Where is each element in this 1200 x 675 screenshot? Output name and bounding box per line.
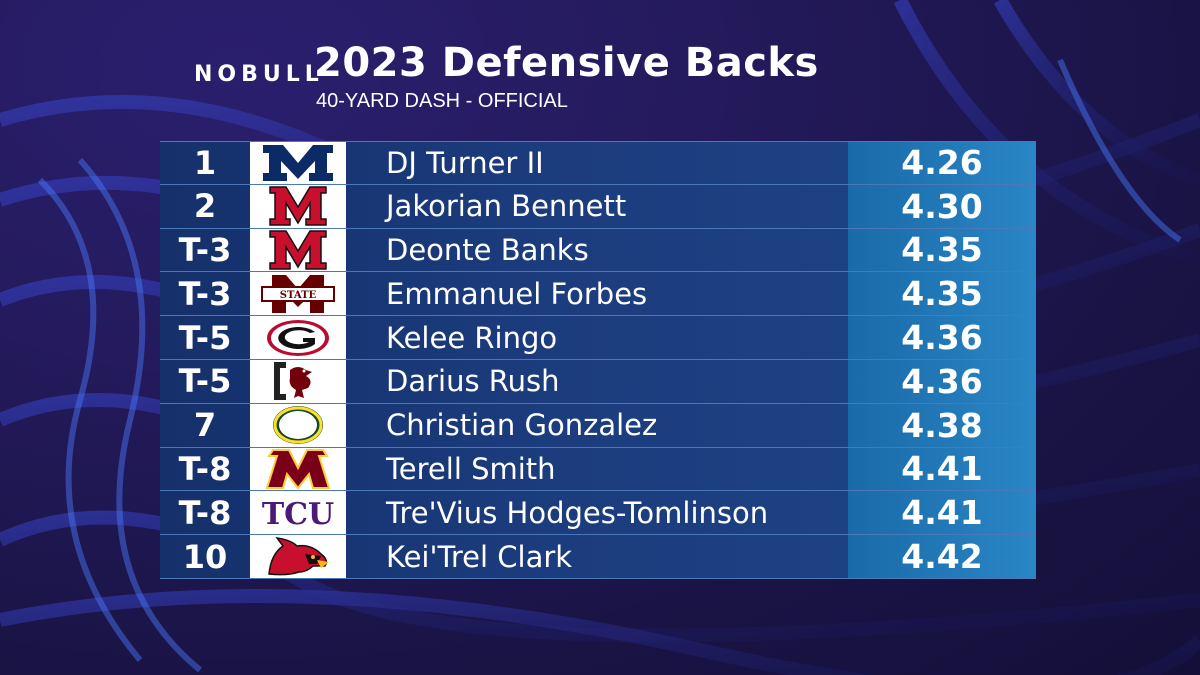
table-row: T-3 Deonte Banks 4.35 [160,228,1036,273]
mississippi-state-logo: STATE [250,272,346,316]
player-name: Kei'Trel Clark [386,539,573,574]
rank-cell: 10 [182,537,228,576]
rank-cell: T-5 [178,362,232,401]
time-cell: 4.38 [848,403,1036,447]
rank-cell: 1 [193,143,217,182]
state-logo-text: STATE [280,290,317,301]
results-table: 1 DJ Turner II 4.26 2 Jakorian Bennett 4… [160,141,1036,579]
rank-cell: T-3 [178,230,232,269]
maryland-logo [250,228,346,272]
tcu-logo: TCU [250,491,346,535]
player-name: DJ Turner II [386,145,544,180]
rank-cell: T-3 [178,274,232,313]
player-name: Kelee Ringo [386,320,558,355]
player-name: Terell Smith [386,451,556,486]
oregon-logo [250,403,346,447]
south-carolina-logo [250,359,346,403]
time-cell: 4.36 [848,359,1036,403]
brand-logo: NOBULL [194,62,324,87]
page-subtitle: 40-YARD DASH - OFFICIAL [316,90,568,112]
time-cell: 4.30 [848,184,1036,228]
rank-cell: T-5 [178,318,232,357]
table-row: T-5 Darius Rush 4.36 [160,359,1036,404]
table-row: 2 Jakorian Bennett 4.30 [160,184,1036,229]
minnesota-logo [250,447,346,491]
time-cell: 4.42 [848,535,1036,578]
table-row: T-8 Terell Smith 4.41 [160,447,1036,492]
player-name: Deonte Banks [386,232,589,267]
time-cell: 4.41 [848,491,1036,535]
player-name: Christian Gonzalez [386,408,658,443]
rank-cell: 7 [193,406,217,445]
table-row: 10 Kei'Trel Clark 4.42 [160,535,1036,579]
table-row: T-3 STATE Emmanuel Forbes 4.35 [160,272,1036,317]
michigan-logo [250,142,346,184]
table-row: T-5 Kelee Ringo 4.36 [160,316,1036,360]
table-row: 1 DJ Turner II 4.26 [160,141,1036,185]
time-cell: 4.41 [848,447,1036,491]
maryland-logo [250,184,346,228]
player-name: Emmanuel Forbes [386,276,648,311]
page-title: 2023 Defensive Backs [314,40,819,86]
rank-cell: 2 [193,187,217,226]
time-cell: 4.35 [848,228,1036,272]
time-cell: 4.35 [848,272,1036,316]
table-row: T-8 TCU Tre'Vius Hodges-Tomlinson 4.41 [160,491,1036,536]
time-cell: 4.36 [848,316,1036,359]
rank-cell: T-8 [178,449,232,488]
header: NOBULL 2023 Defensive Backs 40-YARD DASH… [194,38,894,118]
time-cell: 4.26 [848,142,1036,184]
rank-cell: T-8 [178,493,232,532]
player-name: Darius Rush [386,364,560,399]
georgia-logo [250,316,346,359]
tcu-logo-text: TCU [262,497,334,532]
player-name: Jakorian Bennett [386,189,627,224]
table-row: 7 Christian Gonzalez 4.38 [160,403,1036,448]
player-name: Tre'Vius Hodges-Tomlinson [386,495,769,530]
louisville-logo [250,535,346,578]
